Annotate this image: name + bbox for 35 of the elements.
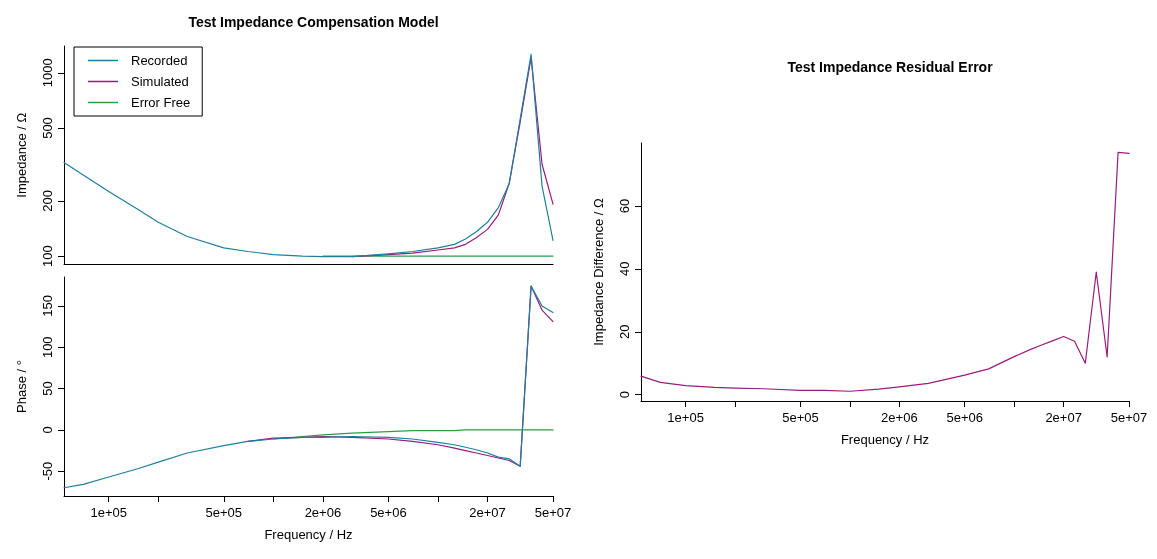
legend-label: Simulated xyxy=(131,74,189,89)
y-tick-label: 100 xyxy=(40,336,55,359)
y-tick-label: 50 xyxy=(40,381,55,396)
legend-label: Error Free xyxy=(131,95,191,110)
x-tick-label: 1e+05 xyxy=(667,410,704,425)
y-tick-label: 1000 xyxy=(40,58,55,88)
chart-title: Test Impedance Compensation Model xyxy=(188,14,439,30)
y-tick-label: 100 xyxy=(40,245,55,268)
x-axis-title: Frequency / Hz xyxy=(264,527,353,542)
y-tick-label: 20 xyxy=(617,324,632,340)
y-axis-title: Phase / ° xyxy=(14,360,29,413)
x-tick-label: 2e+06 xyxy=(881,410,918,425)
y-tick-label: 40 xyxy=(617,261,632,277)
y-tick-label: 0 xyxy=(617,391,632,399)
x-tick-label: 2e+06 xyxy=(304,505,342,520)
y-tick-label: 150 xyxy=(40,295,55,317)
x-tick-label: 5e+07 xyxy=(534,505,572,520)
legend-label: Recorded xyxy=(131,53,188,68)
y-tick-label: 200 xyxy=(40,190,55,212)
x-tick-label: 1e+05 xyxy=(90,505,127,520)
y-axis-title: Impedance Difference / Ω xyxy=(591,197,606,346)
y-tick-label: -50 xyxy=(40,461,55,481)
y-tick-label: 0 xyxy=(40,426,55,434)
x-tick-label: 5e+05 xyxy=(782,410,819,425)
y-axis-title: Impedance / Ω xyxy=(14,112,29,198)
x-tick-label: 5e+07 xyxy=(1110,410,1148,425)
x-tick-label: 2e+07 xyxy=(469,505,506,520)
y-tick-label: 500 xyxy=(40,117,55,139)
x-tick-label: 2e+07 xyxy=(1045,410,1082,425)
chart-title: Test Impedance Residual Error xyxy=(787,59,994,75)
x-tick-label: 5e+05 xyxy=(205,505,243,520)
x-axis-title: Frequency / Hz xyxy=(840,432,930,447)
y-tick-label: 60 xyxy=(617,198,632,214)
x-tick-label: 5e+06 xyxy=(370,505,407,520)
x-tick-label: 5e+06 xyxy=(946,410,983,425)
